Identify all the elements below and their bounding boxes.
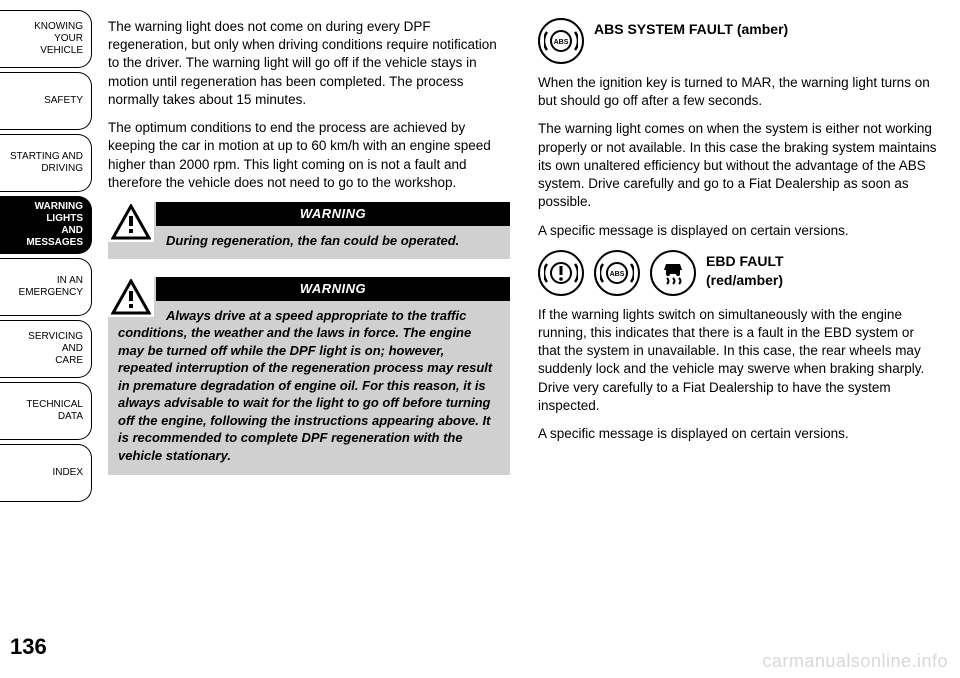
body-text: If the warning lights switch on simultan… <box>538 306 940 415</box>
tab-technical-data[interactable]: TECHNICAL DATA <box>0 382 92 440</box>
tab-warning-lights[interactable]: WARNING LIGHTS AND MESSAGES <box>0 196 92 254</box>
page-number: 136 <box>10 634 47 660</box>
warning-header: WARNING <box>156 202 510 226</box>
abs-icon: ABS <box>594 250 640 296</box>
body-text: The optimum conditions to end the proces… <box>108 119 510 192</box>
warning-box: WARNING During regeneration, the fan cou… <box>108 202 510 259</box>
body-text: When the ignition key is turned to MAR, … <box>538 74 940 110</box>
skid-icon <box>650 250 696 296</box>
body-text: A specific message is displayed on certa… <box>538 222 940 240</box>
tab-starting-driving[interactable]: STARTING AND DRIVING <box>0 134 92 192</box>
section-heading-row: ABS ABS SYSTEM FAULT (amber) <box>538 18 940 64</box>
body-text: The warning light comes on when the syst… <box>538 120 940 211</box>
warning-triangle-icon <box>108 277 154 317</box>
svg-text:ABS: ABS <box>610 271 625 278</box>
body-text: The warning light does not come on durin… <box>108 18 510 109</box>
body-text: A specific message is displayed on certa… <box>538 425 940 443</box>
tab-index[interactable]: INDEX <box>0 444 92 502</box>
manual-page: KNOWING YOUR VEHICLE SAFETY STARTING AND… <box>0 0 960 678</box>
warning-header: WARNING <box>156 277 510 301</box>
warning-body: Always drive at a speed appropriate to t… <box>108 301 510 475</box>
watermark: carmanualsonline.info <box>762 651 948 672</box>
section-heading-row: ABS EBD FAULT (red/amber) <box>538 250 940 296</box>
tab-emergency[interactable]: IN AN EMERGENCY <box>0 258 92 316</box>
section-title: ABS SYSTEM FAULT (amber) <box>594 18 788 39</box>
left-column: The warning light does not come on durin… <box>108 18 510 493</box>
section-title: EBD FAULT (red/amber) <box>706 250 784 290</box>
warning-triangle-icon <box>108 202 154 242</box>
right-column: ABS ABS SYSTEM FAULT (amber) When the ig… <box>538 18 940 493</box>
tab-knowing-vehicle[interactable]: KNOWING YOUR VEHICLE <box>0 10 92 68</box>
page-content: The warning light does not come on durin… <box>108 18 940 493</box>
tab-safety[interactable]: SAFETY <box>0 72 92 130</box>
section-tabs: KNOWING YOUR VEHICLE SAFETY STARTING AND… <box>0 10 92 506</box>
abs-icon: ABS <box>538 18 584 64</box>
tab-servicing-care[interactable]: SERVICING AND CARE <box>0 320 92 378</box>
warning-body: During regeneration, the fan could be op… <box>108 226 510 260</box>
svg-text:ABS: ABS <box>554 39 569 46</box>
warning-box: WARNING Always drive at a speed appropri… <box>108 277 510 474</box>
brake-warning-icon <box>538 250 584 296</box>
